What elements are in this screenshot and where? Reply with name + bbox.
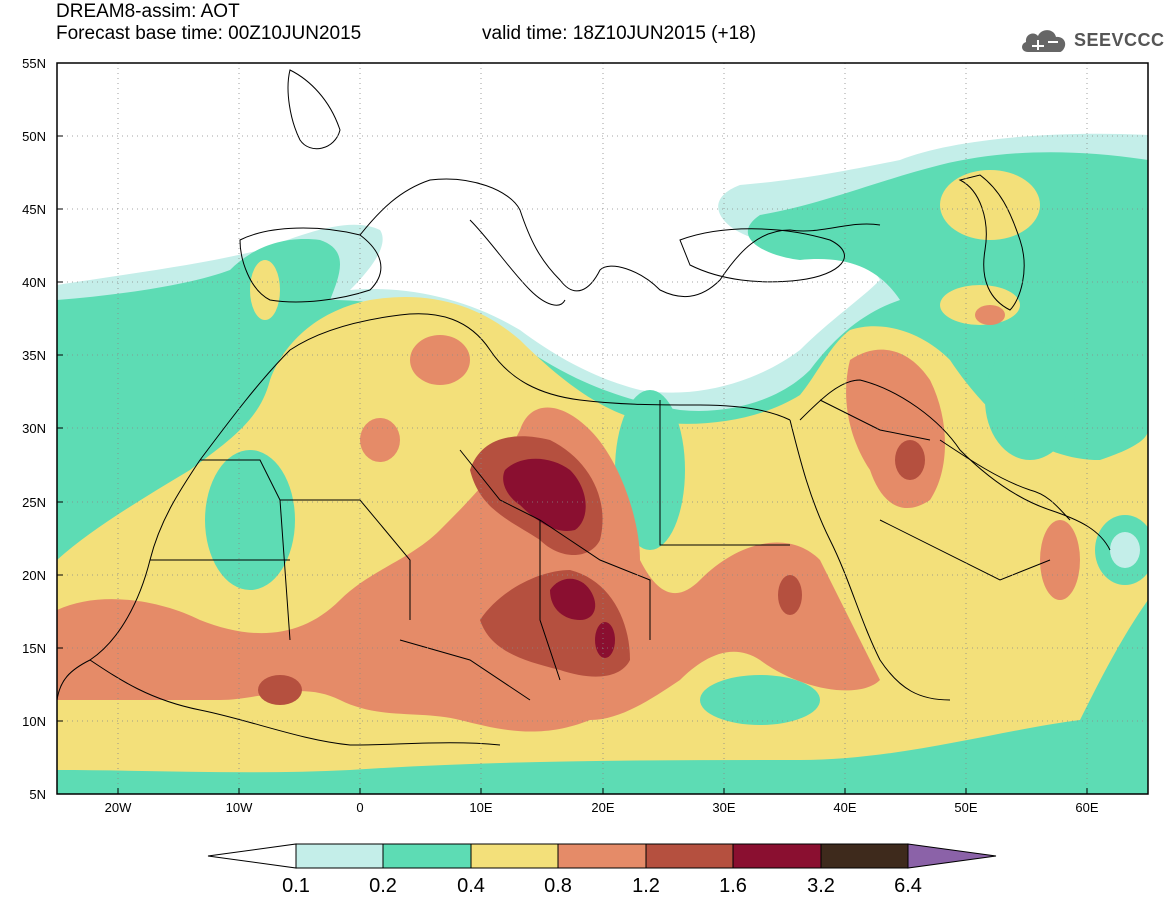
logo-text: SEEVCCC [1074, 30, 1165, 50]
colorbar-left-arrow [207, 843, 297, 869]
lat-label: 30N [22, 421, 46, 436]
aot-contours [57, 133, 1148, 794]
base-time: Forecast base time: 00Z10JUN2015 [56, 23, 362, 44]
colorbar-label: 0.2 [369, 875, 397, 897]
colorbar-segment [732, 843, 822, 869]
aot-patch-iberia [250, 260, 280, 320]
lon-label: 10W [226, 800, 253, 815]
lon-label: 50E [954, 800, 977, 815]
lat-label: 20N [22, 568, 46, 583]
colorbar-label: 1.6 [719, 875, 747, 897]
lat-label: 45N [22, 202, 46, 217]
lon-label: 0 [356, 800, 363, 815]
aot-patch-sudan-low [700, 675, 820, 725]
lon-label: 20E [591, 800, 614, 815]
colorbar-segment [820, 843, 909, 869]
colorbar-label: 0.1 [282, 875, 310, 897]
longitude-labels: 20W 10W 0 10E 20E 30E 40E 50E 60E [105, 800, 1099, 815]
colorbar: 0.1 0.2 0.4 0.8 1.2 1.6 3.2 6.4 [207, 843, 997, 897]
aot-band-1-6-chad [550, 578, 596, 620]
lat-label: 40N [22, 275, 46, 290]
aot-patch-caspian [940, 170, 1040, 240]
aot-patch-arabia-low [985, 340, 1075, 460]
aot-patch-oman-lowest [1110, 532, 1140, 568]
lat-label: 15N [22, 641, 46, 656]
grid [57, 63, 1148, 794]
colorbar-segment [295, 843, 384, 869]
lon-label: 40E [833, 800, 856, 815]
colorbar-segment [470, 843, 559, 869]
aot-patch-algeria-orange-2 [360, 418, 400, 462]
latitude-labels: 55N 50N 45N 40N 35N 30N 25N 20N 15N 10N … [22, 56, 46, 802]
valid-time: valid time: 18Z10JUN2015 (+18) [482, 23, 757, 44]
lat-label: 50N [22, 129, 46, 144]
colorbar-labels: 0.1 0.2 0.4 0.8 1.2 1.6 3.2 6.4 [282, 875, 922, 897]
lat-label: 5N [29, 787, 46, 802]
colorbar-segment [645, 843, 734, 869]
aot-band-1-6-libya [503, 458, 586, 531]
colorbar-label: 0.8 [544, 875, 572, 897]
aot-patch-yemen-orange [1040, 520, 1080, 600]
cloud-icon [1022, 30, 1066, 52]
aot-patch-libya-low [615, 390, 685, 550]
aot-patch-iraq-brown [895, 440, 925, 480]
lat-label: 55N [22, 56, 46, 71]
lon-label: 10E [469, 800, 492, 815]
aot-patch-armenia-orange [975, 305, 1005, 325]
lon-label: 30E [712, 800, 735, 815]
aot-band-0-8-west [57, 407, 880, 732]
colorbar-label: 1.2 [632, 875, 660, 897]
seevccc-logo: SEEVCCC [1018, 24, 1164, 56]
colorbar-label: 0.4 [457, 875, 485, 897]
tick-marks [57, 135, 1088, 794]
colorbar-segment [557, 843, 647, 869]
colorbar-label: 3.2 [807, 875, 835, 897]
model-title: DREAM8-assim: AOT [56, 1, 240, 22]
lat-label: 25N [22, 495, 46, 510]
aot-patch-mali-brown [258, 675, 302, 705]
aot-patch-chad-red [595, 622, 615, 658]
aot-patch-sudan-brown [778, 575, 802, 615]
colorbar-label: 6.4 [894, 875, 922, 897]
colorbar-right-arrow [907, 843, 997, 869]
lat-label: 10N [22, 714, 46, 729]
lon-label: 60E [1075, 800, 1098, 815]
aot-patch-algeria-orange [410, 335, 470, 385]
lat-label: 35N [22, 348, 46, 363]
lon-label: 20W [105, 800, 132, 815]
colorbar-segment [382, 843, 472, 869]
coastlines [57, 69, 1111, 746]
